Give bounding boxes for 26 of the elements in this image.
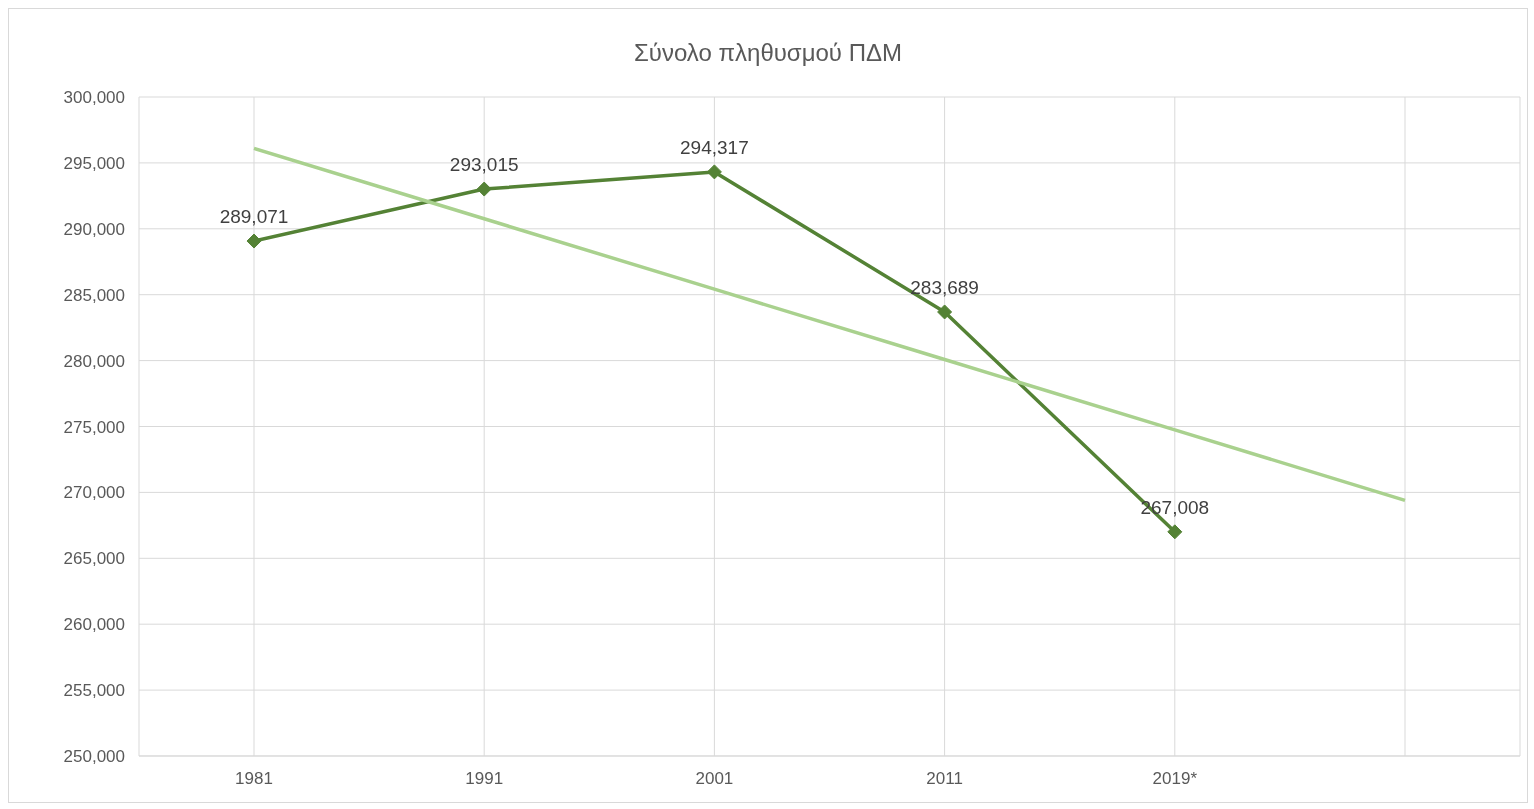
- y-tick-label: 295,000: [63, 153, 125, 173]
- x-tick-label: 1981: [235, 769, 273, 789]
- x-tick-label: 2011: [926, 769, 963, 789]
- point: [937, 304, 953, 320]
- data-label: 293,015: [449, 154, 519, 176]
- point: [476, 181, 492, 197]
- y-tick-label: 290,000: [63, 219, 125, 239]
- y-tick-label: 255,000: [63, 681, 125, 701]
- y-tick-label: 250,000: [63, 747, 125, 767]
- y-tick-label: 285,000: [63, 285, 125, 305]
- chart-title: Σύνολο πληθυσμού ΠΔΜ: [633, 38, 903, 68]
- point: [246, 233, 262, 249]
- x-tick-label: 2001: [695, 769, 734, 789]
- x-tick-label: 2019*: [1152, 769, 1198, 789]
- y-tick-label: 280,000: [63, 351, 125, 371]
- point: [706, 164, 722, 180]
- y-tick-label: 275,000: [63, 417, 125, 437]
- data-label: 294,317: [680, 136, 749, 158]
- y-tick-label: 300,000: [63, 88, 125, 108]
- x-tick-label: 1991: [465, 769, 504, 789]
- y-tick-label: 270,000: [63, 483, 125, 503]
- data-label: 283,689: [910, 276, 979, 298]
- data-label: 289,071: [219, 206, 289, 228]
- y-tick-label: 265,000: [63, 549, 125, 569]
- point: [1167, 524, 1183, 540]
- y-tick-label: 260,000: [63, 615, 125, 635]
